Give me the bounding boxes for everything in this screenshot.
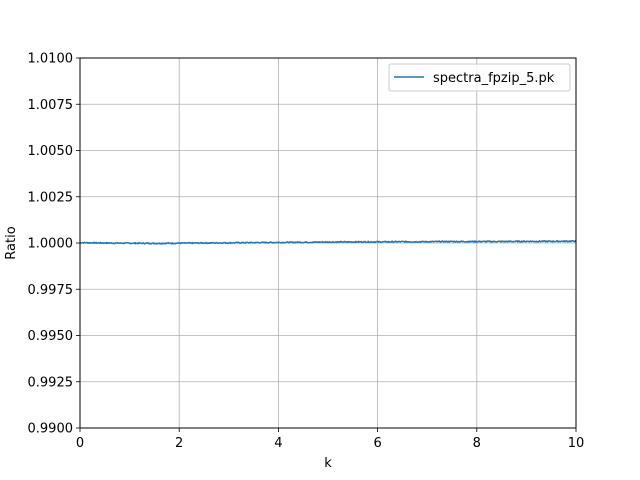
x-tick-label: 8 [473,436,481,451]
legend: spectra_fpzip_5.pk [388,63,571,92]
x-tick-label: 6 [373,436,381,451]
y-tick-label: 1.0075 [28,98,74,113]
x-tick-label: 10 [568,436,585,451]
y-tick-label: 0.9900 [28,422,74,437]
y-tick-label: 1.0025 [28,190,74,205]
y-tick-label: 1.0100 [28,52,74,67]
x-tick-label: 4 [274,436,282,451]
y-tick-label: 0.9925 [28,375,74,390]
series-layer [79,239,577,245]
y-tick-label: 1.0000 [28,237,74,252]
legend-box [388,63,571,92]
y-tick-label: 0.9950 [28,329,74,344]
legend-entry: spectra_fpzip_5.pk [433,71,555,86]
y-axis-ticks: 0.9900 0.9925 0.9950 0.9975 1.0000 1.0025 1.00… [28,52,80,437]
x-tick-label: 2 [175,436,183,451]
x-axis-label: k [324,456,332,471]
x-axis-ticks: 0 2 4 6 8 10 [76,428,584,451]
y-tick-label: 0.9975 [28,283,74,298]
y-axis-label: Ratio [4,226,19,259]
y-tick-label: 1.0050 [28,144,74,159]
x-tick-label: 0 [76,436,84,451]
series-line-0 [79,239,577,245]
